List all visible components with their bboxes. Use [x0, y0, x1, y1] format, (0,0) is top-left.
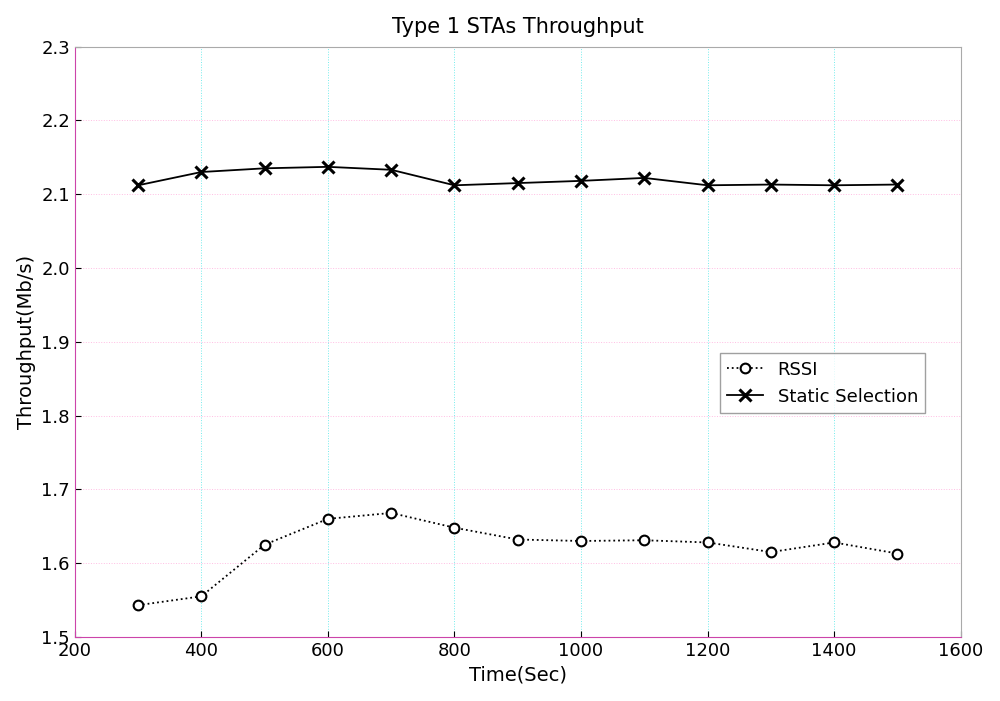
Line: Static Selection: Static Selection	[132, 161, 904, 191]
Static Selection	[891, 180, 903, 189]
RSSI	[702, 538, 714, 547]
RSSI	[448, 524, 460, 532]
Static Selection	[385, 165, 397, 174]
Static Selection	[575, 177, 587, 185]
RSSI	[132, 601, 144, 609]
Static Selection	[765, 180, 777, 189]
RSSI	[322, 515, 334, 523]
RSSI	[195, 592, 207, 601]
Static Selection	[512, 179, 524, 187]
Y-axis label: Throughput(Mb/s): Throughput(Mb/s)	[17, 254, 36, 429]
RSSI	[638, 536, 650, 545]
Static Selection	[702, 181, 714, 189]
RSSI	[765, 548, 777, 557]
Static Selection	[132, 181, 144, 189]
RSSI	[891, 550, 903, 558]
RSSI	[575, 537, 587, 545]
Static Selection	[828, 181, 840, 189]
Title: Type 1 STAs Throughput: Type 1 STAs Throughput	[392, 17, 644, 36]
X-axis label: Time(Sec): Time(Sec)	[469, 665, 567, 684]
RSSI	[385, 509, 397, 517]
Legend: RSSI, Static Selection: RSSI, Static Selection	[720, 353, 925, 413]
Static Selection	[259, 164, 271, 172]
Static Selection	[195, 168, 207, 176]
Static Selection	[448, 181, 460, 189]
RSSI	[512, 536, 524, 544]
RSSI	[259, 540, 271, 549]
Static Selection	[322, 163, 334, 171]
Line: RSSI: RSSI	[133, 508, 902, 610]
RSSI	[828, 538, 840, 547]
Static Selection	[638, 174, 650, 182]
